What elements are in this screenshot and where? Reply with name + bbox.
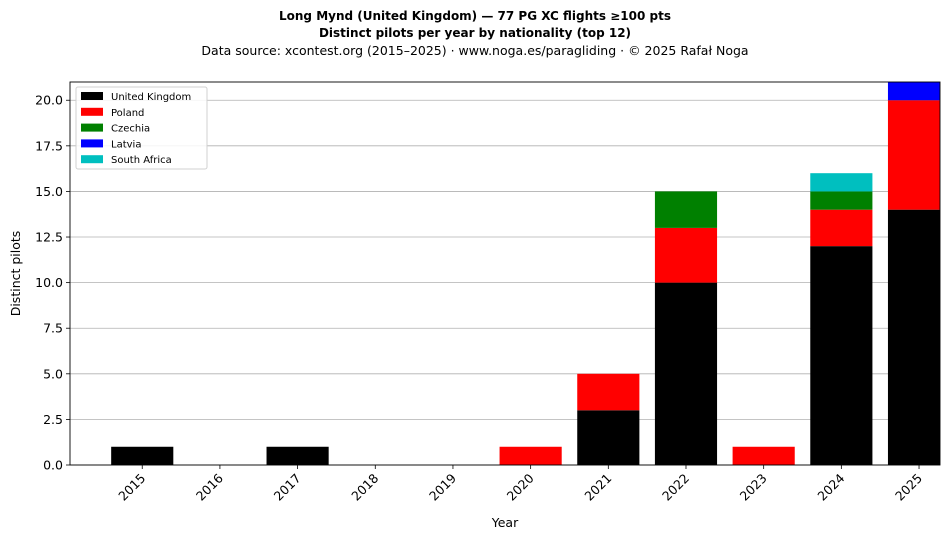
x-tick-label: 2018 [348, 470, 381, 503]
bar-segment [266, 446, 329, 465]
legend-swatch [81, 123, 103, 132]
chart-subtitle: Distinct pilots per year by nationality … [318, 26, 632, 40]
legend-swatch [81, 139, 103, 148]
legend-label: Poland [111, 108, 144, 119]
x-tick-label: 2020 [504, 470, 537, 503]
y-tick-label: 12.5 [35, 230, 63, 245]
bar-segment [654, 227, 718, 283]
bar-segment [732, 446, 795, 465]
x-tick-label: 2015 [115, 471, 148, 504]
legend-label: Latvia [111, 139, 141, 150]
bar-segment [654, 191, 718, 228]
bars-group [111, 82, 940, 465]
legend-swatch [81, 107, 103, 116]
bar-segment [810, 209, 873, 247]
bar-segment [887, 100, 940, 210]
legend-label: United Kingdom [111, 92, 191, 103]
y-tick-label: 15.0 [35, 184, 63, 199]
x-tick-label: 2022 [659, 471, 692, 504]
bar-segment [810, 191, 873, 210]
y-tick-label: 17.5 [35, 138, 63, 153]
bar-segment [810, 173, 873, 192]
chart-title: Long Mynd (United Kingdom) — 77 PG XC fl… [279, 9, 671, 23]
x-tick-label: 2023 [737, 471, 770, 504]
y-tick-label: 0.0 [43, 458, 63, 473]
bar-segment [499, 446, 562, 465]
x-tick-label: 2024 [814, 470, 847, 503]
x-tick-label: 2016 [193, 470, 226, 503]
bar-segment [887, 82, 940, 101]
x-tick-label: 2025 [892, 471, 925, 504]
legend-swatch [81, 155, 103, 164]
y-tick-label: 2.5 [43, 412, 63, 427]
bar-segment [577, 373, 640, 411]
y-tick-label: 10.0 [35, 275, 63, 290]
bar-segment [111, 446, 174, 465]
y-tick-label: 7.5 [43, 321, 63, 336]
legend-label: South Africa [111, 155, 172, 166]
x-tick-label: 2019 [426, 470, 459, 503]
y-tick-label: 5.0 [43, 366, 63, 381]
bar-segment [577, 410, 640, 465]
data-source-note: Data source: xcontest.org (2015–2025) · … [201, 43, 749, 58]
x-axis-label: Year [491, 515, 519, 530]
chart-titles: Long Mynd (United Kingdom) — 77 PG XC fl… [0, 8, 950, 60]
y-tick-label: 20.0 [35, 93, 63, 108]
bar-segment [654, 282, 718, 465]
x-tick-label: 2017 [271, 471, 304, 504]
plot-frame [69, 81, 941, 466]
legend-label: Czechia [111, 124, 150, 135]
bar-segment [810, 246, 873, 465]
x-tick-label: 2021 [581, 471, 614, 504]
legend-swatch [81, 92, 103, 100]
y-axis-label: Distinct pilots [8, 231, 23, 317]
bar-segment [887, 209, 940, 465]
legend-box [75, 86, 208, 170]
